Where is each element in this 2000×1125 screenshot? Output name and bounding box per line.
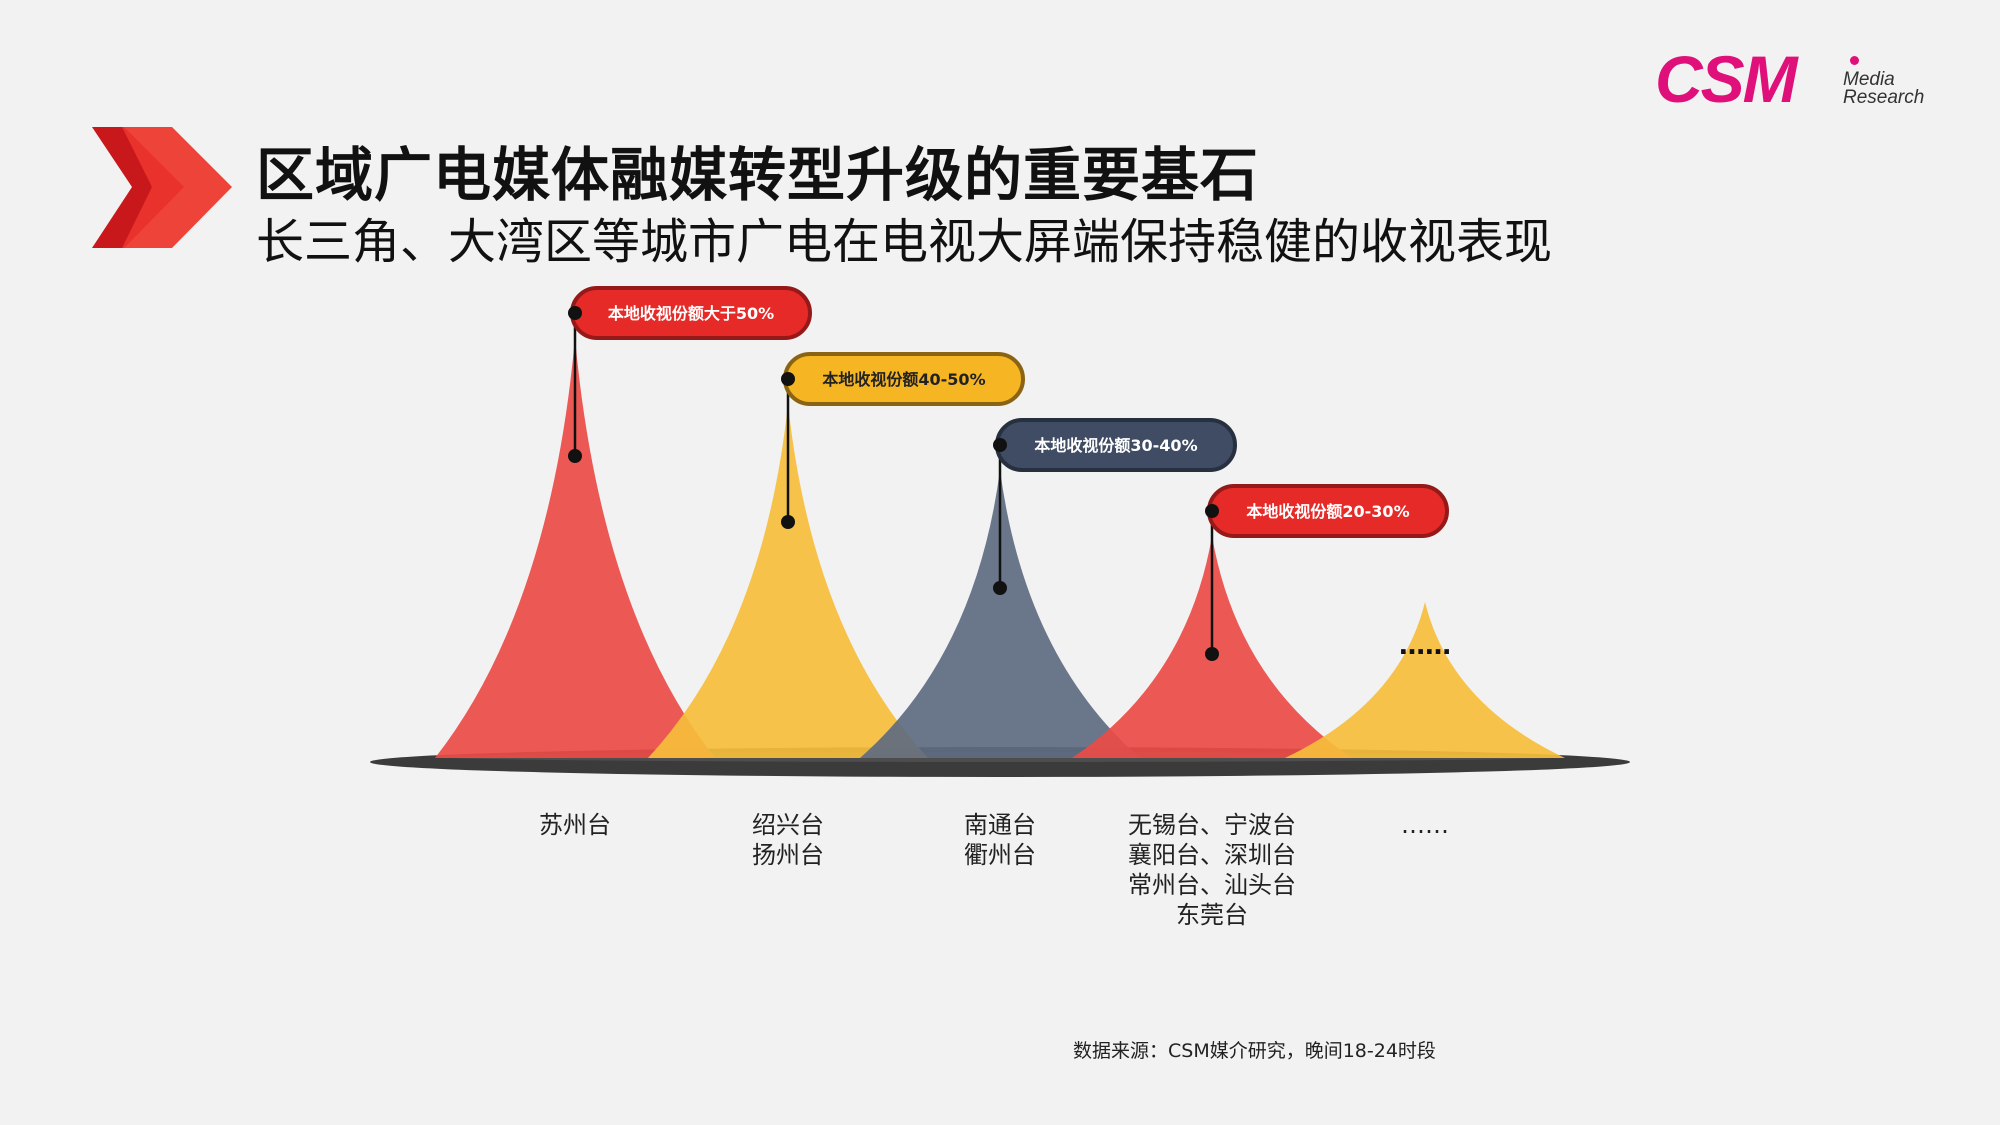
logo-dot bbox=[1850, 56, 1859, 65]
peak-ellipsis-label: …… bbox=[1399, 631, 1451, 661]
peak-5 bbox=[1285, 602, 1565, 758]
category-line: 无锡台、宁波台 bbox=[1128, 811, 1296, 839]
leader-dot-top-1 bbox=[568, 306, 582, 320]
logo-media: Media bbox=[1843, 69, 1895, 90]
category-line: 东莞台 bbox=[1176, 901, 1248, 929]
tag-label-3: 本地收视份额30-40% bbox=[1034, 436, 1197, 455]
category-label-1: 苏州台 bbox=[539, 811, 611, 839]
chevron-arrows-icon bbox=[92, 127, 232, 248]
category-line: 衢州台 bbox=[964, 841, 1036, 869]
leader-dot-bottom-4 bbox=[1205, 647, 1219, 661]
peak-1 bbox=[435, 338, 715, 758]
category-line: 扬州台 bbox=[752, 841, 824, 869]
logo-research: Research bbox=[1843, 87, 1925, 108]
logo-mark: CSM bbox=[1655, 42, 1798, 116]
leader-dot-bottom-2 bbox=[781, 515, 795, 529]
tag-label-4: 本地收视份额20-30% bbox=[1246, 502, 1409, 521]
category-line: 襄阳台、深圳台 bbox=[1128, 841, 1296, 869]
category-line: 绍兴台 bbox=[752, 811, 824, 839]
category-label-5: …… bbox=[1401, 811, 1449, 839]
category-label-3: 南通台衢州台 bbox=[964, 811, 1036, 869]
csm-logo: CSM Media Research bbox=[1655, 46, 1935, 112]
category-line: 常州台、汕头台 bbox=[1128, 871, 1296, 899]
page-title: 区域广电媒体融媒转型升级的重要基石 bbox=[256, 141, 1260, 209]
leader-dot-bottom-3 bbox=[993, 581, 1007, 595]
tag-label-2: 本地收视份额40-50% bbox=[822, 370, 985, 389]
page-subtitle: 长三角、大湾区等城市广电在电视大屏端保持稳健的收视表现 bbox=[256, 214, 1553, 270]
category-label-4: 无锡台、宁波台襄阳台、深圳台常州台、汕头台东莞台 bbox=[1128, 811, 1296, 929]
category-line: 南通台 bbox=[964, 811, 1036, 839]
category-line: 苏州台 bbox=[539, 811, 611, 839]
leader-dot-top-3 bbox=[993, 438, 1007, 452]
peak-2 bbox=[648, 404, 928, 758]
leader-dot-bottom-1 bbox=[568, 449, 582, 463]
tag-label-1: 本地收视份额大于50% bbox=[608, 304, 774, 323]
category-label-2: 绍兴台扬州台 bbox=[752, 811, 824, 869]
category-line: …… bbox=[1401, 811, 1449, 839]
peak-3 bbox=[860, 470, 1140, 758]
data-source: 数据来源：CSM媒介研究，晚间18-24时段 bbox=[1073, 1040, 1436, 1062]
leader-dot-top-4 bbox=[1205, 504, 1219, 518]
leader-dot-top-2 bbox=[781, 372, 795, 386]
